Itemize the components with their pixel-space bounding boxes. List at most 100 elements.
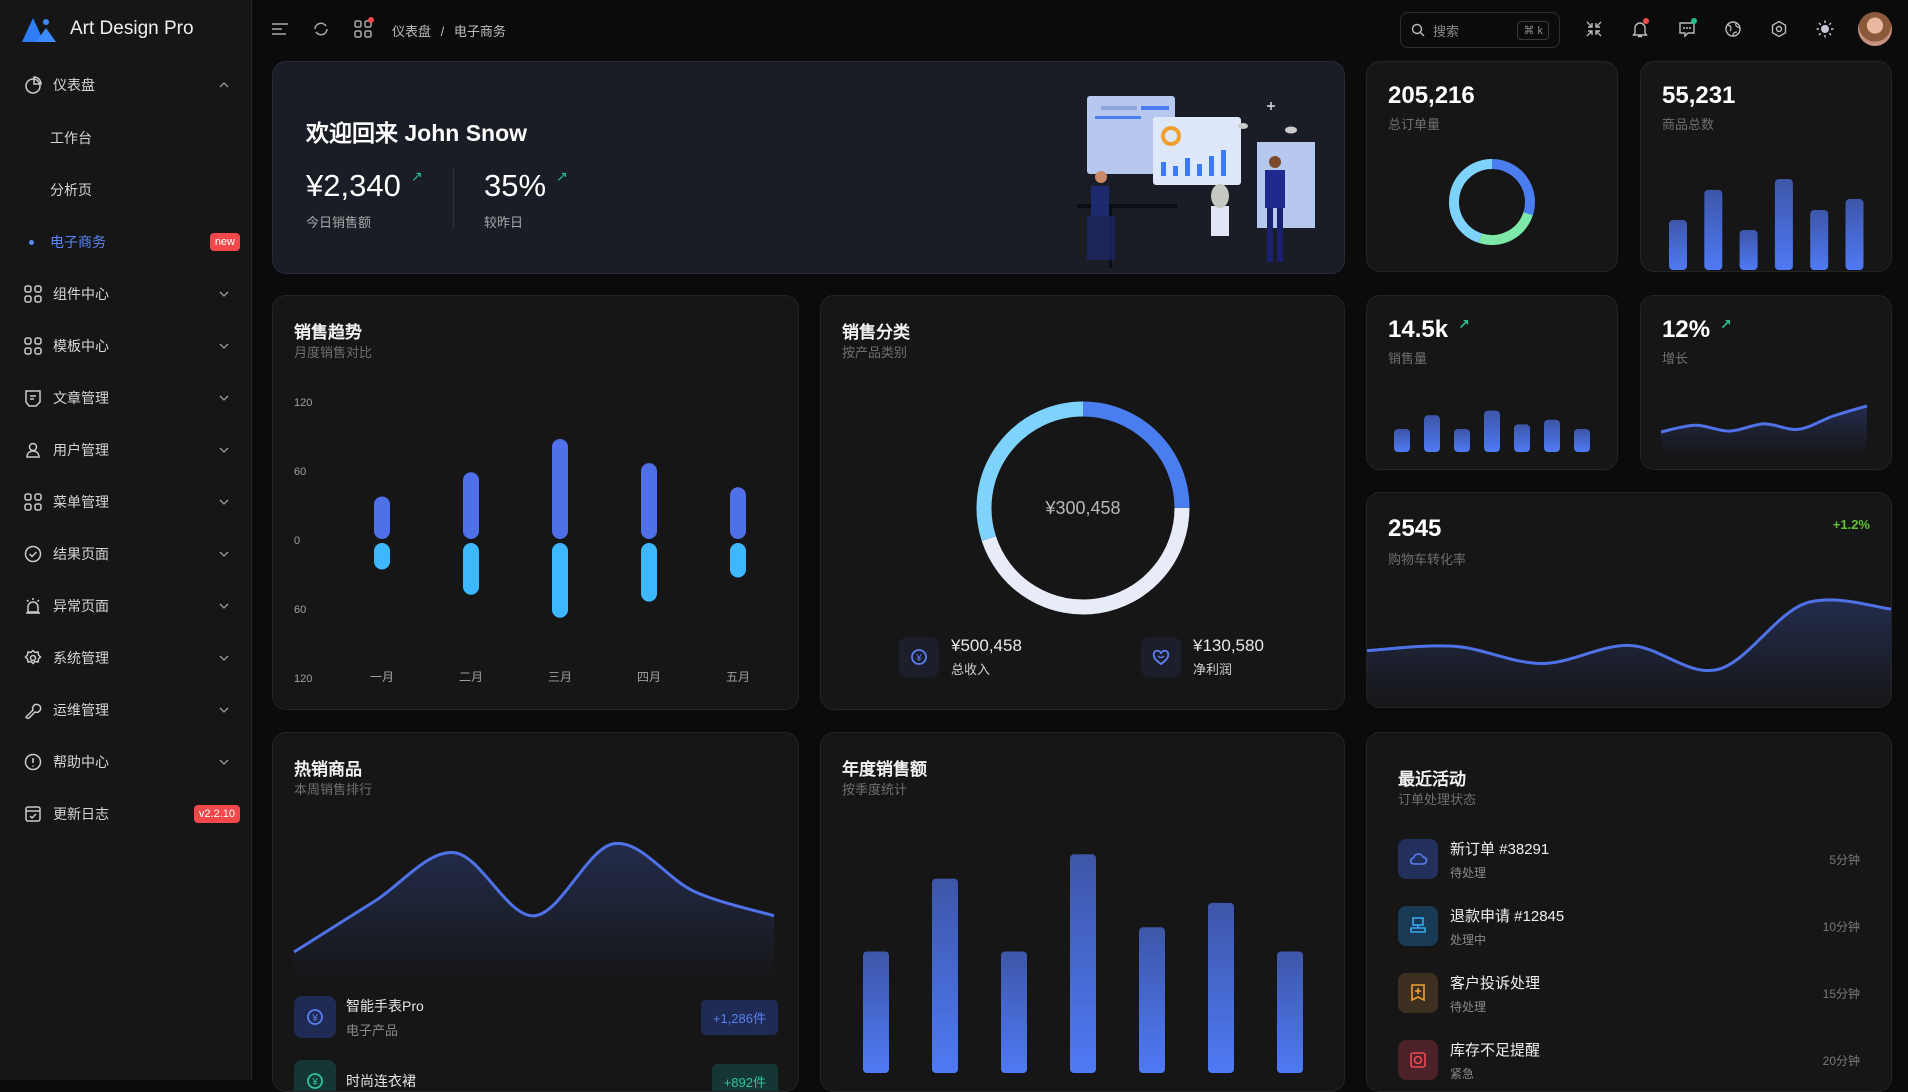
area-fill bbox=[1661, 406, 1867, 456]
apps-grid-icon[interactable] bbox=[353, 19, 373, 39]
yen-refresh-icon: ¥ bbox=[899, 637, 939, 677]
sidebar-item-label: 模板中心 bbox=[53, 336, 109, 356]
sidebar-item[interactable]: 用户管理 bbox=[0, 428, 252, 472]
activity-item[interactable]: 库存不足提醒紧急 20分钟 bbox=[1398, 1040, 1860, 1080]
sidebar-item-label: 工作台 bbox=[50, 128, 92, 148]
bell-icon[interactable] bbox=[1630, 19, 1650, 39]
bar-positive bbox=[730, 487, 746, 539]
stat-label: 总收入 bbox=[951, 659, 1022, 678]
sidebar-item[interactable]: 分析页 bbox=[0, 168, 252, 212]
calendar-check-icon bbox=[24, 805, 42, 823]
chat-icon[interactable] bbox=[1677, 19, 1697, 39]
chevron-down-icon bbox=[219, 497, 229, 507]
activity-item[interactable]: 客户投诉处理待处理 15分钟 bbox=[1398, 973, 1860, 1013]
sidebar-item[interactable]: 模板中心 bbox=[0, 324, 252, 368]
menu-toggle-icon[interactable] bbox=[270, 19, 290, 39]
top-header: 仪表盘 / 电子商务 搜索 ⌘ k bbox=[253, 0, 1908, 58]
sidebar-item[interactable]: 组件中心 bbox=[0, 272, 252, 316]
cloud-icon bbox=[1398, 839, 1438, 879]
cart-conversion-card: 2545 购物车转化率 +1.2% bbox=[1366, 492, 1892, 708]
svg-text:¥: ¥ bbox=[311, 1077, 318, 1088]
divider bbox=[453, 168, 454, 228]
bar bbox=[1484, 411, 1500, 452]
stat-value: ¥500,458 bbox=[951, 636, 1022, 656]
total-revenue-stat: ¥ ¥500,458 总收入 bbox=[899, 636, 1022, 678]
svg-text:¥: ¥ bbox=[915, 653, 922, 664]
stat-value: 35% bbox=[484, 168, 546, 203]
sidebar-item[interactable]: 系统管理 bbox=[0, 636, 252, 680]
gear-icon bbox=[24, 649, 42, 667]
donut-slice bbox=[984, 409, 1083, 539]
sidebar-item-label: 异常页面 bbox=[53, 596, 109, 616]
wrench-icon bbox=[24, 701, 42, 719]
sidebar-item[interactable]: 运维管理 bbox=[0, 688, 252, 732]
donut-slice bbox=[1480, 214, 1528, 240]
bar bbox=[1669, 220, 1687, 270]
total-orders-card: 205,216 总订单量 bbox=[1366, 61, 1618, 272]
y-tick-label: 60 bbox=[294, 604, 306, 616]
sidebar-item[interactable]: 仪表盘 bbox=[0, 63, 252, 107]
total-products-card: 55,231 商品总数 bbox=[1640, 61, 1892, 272]
sidebar-item[interactable]: 文章管理 bbox=[0, 376, 252, 420]
bar-positive bbox=[374, 496, 390, 539]
donut-slice bbox=[1492, 164, 1530, 214]
check-circle-icon bbox=[24, 545, 42, 563]
sidebar-item-label: 仪表盘 bbox=[53, 75, 95, 95]
search-input[interactable]: 搜索 ⌘ k bbox=[1400, 12, 1560, 48]
cart-conversion-line-chart bbox=[1367, 493, 1892, 708]
bar bbox=[863, 952, 889, 1074]
refresh-icon[interactable] bbox=[311, 19, 331, 39]
trend-up-icon: ↗ bbox=[556, 168, 568, 184]
bar bbox=[1277, 952, 1303, 1074]
sidebar-item-label: 运维管理 bbox=[53, 700, 109, 720]
breadcrumb-item[interactable]: 仪表盘 bbox=[392, 24, 431, 39]
sidebar-item[interactable]: 工作台 bbox=[0, 116, 252, 160]
x-tick-label: 五月 bbox=[726, 670, 750, 684]
monitor-icon bbox=[1398, 906, 1438, 946]
growth-line-chart bbox=[1641, 296, 1892, 470]
svg-text:¥: ¥ bbox=[311, 1013, 318, 1024]
welcome-title: 欢迎回来 John Snow bbox=[306, 114, 527, 148]
bar bbox=[1454, 429, 1470, 452]
sidebar-item-label: 菜单管理 bbox=[53, 492, 109, 512]
fullscreen-exit-icon[interactable] bbox=[1584, 19, 1604, 39]
y-tick-label: 120 bbox=[294, 673, 312, 685]
yen-refresh-icon: ¥ bbox=[294, 1060, 336, 1092]
sidebar-item[interactable]: 异常页面 bbox=[0, 584, 252, 628]
growth-card: 12%↗ 增长 bbox=[1640, 295, 1892, 470]
breadcrumb-separator: / bbox=[441, 24, 445, 39]
chevron-down-icon bbox=[219, 393, 229, 403]
x-tick-label: 三月 bbox=[548, 670, 572, 684]
user-avatar[interactable] bbox=[1858, 12, 1892, 46]
active-dot bbox=[29, 240, 34, 245]
welcome-card: 欢迎回来 John Snow ¥2,340↗ 今日销售额 35%↗ 较昨日 bbox=[272, 61, 1345, 274]
settings-icon[interactable] bbox=[1769, 19, 1789, 39]
message-dot bbox=[1691, 18, 1697, 24]
activity-time: 10分钟 bbox=[1823, 918, 1860, 935]
sidebar-item[interactable]: 帮助中心 bbox=[0, 740, 252, 784]
compare-stat: 35%↗ 较昨日 bbox=[484, 168, 568, 231]
bar-negative bbox=[730, 543, 746, 578]
bar bbox=[1208, 903, 1234, 1073]
menu-grid-icon bbox=[24, 493, 42, 511]
search-placeholder: 搜索 bbox=[1433, 21, 1459, 40]
globe-icon[interactable] bbox=[1723, 19, 1743, 39]
sidebar-item-label: 分析页 bbox=[50, 180, 92, 200]
logo[interactable]: Art Design Pro bbox=[22, 16, 194, 42]
sun-icon[interactable] bbox=[1815, 19, 1835, 39]
sidebar-item[interactable]: 结果页面 bbox=[0, 532, 252, 576]
product-item[interactable]: ¥ 时尚连衣裙 +892件 bbox=[294, 1060, 778, 1092]
y-tick-label: 60 bbox=[294, 466, 306, 478]
stat-value: ¥2,340 bbox=[306, 168, 401, 203]
sidebar-item[interactable]: 菜单管理 bbox=[0, 480, 252, 524]
stat-label: 净利润 bbox=[1193, 659, 1264, 678]
